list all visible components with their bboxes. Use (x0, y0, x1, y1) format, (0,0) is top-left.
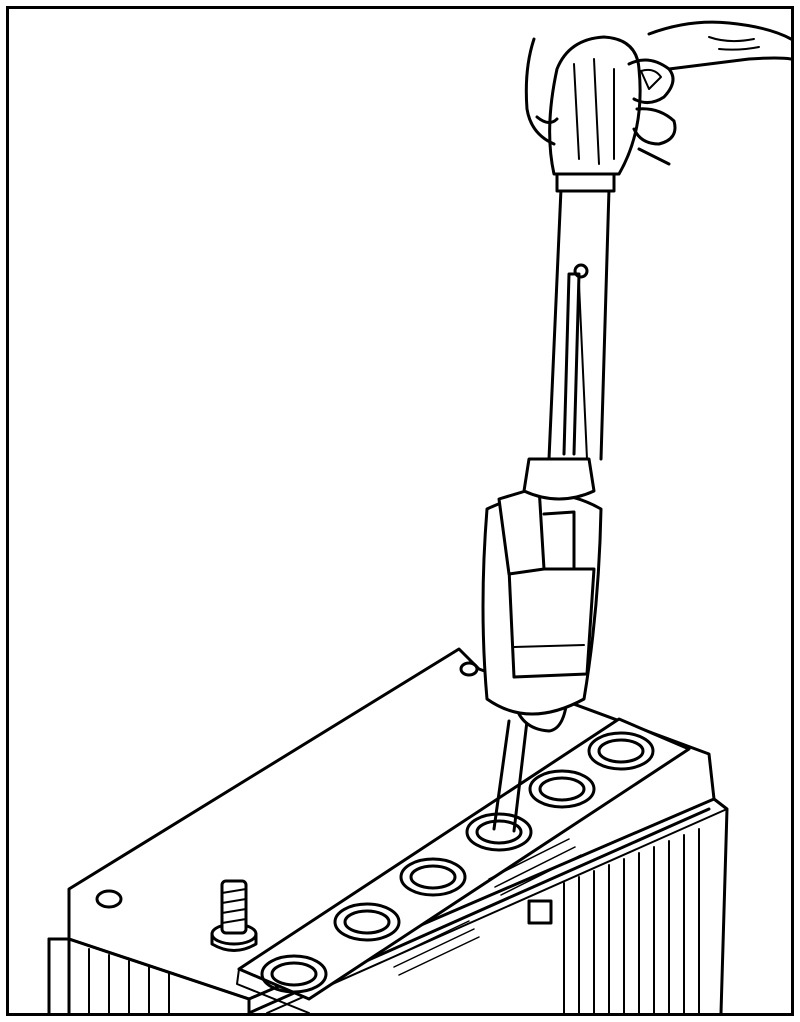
illustration-frame (6, 6, 794, 1016)
battery-icon (47, 647, 729, 1013)
hand-icon (524, 20, 791, 176)
rivet-icon (95, 889, 123, 909)
hydrometer-icon (481, 172, 616, 833)
line-drawing (47, 20, 791, 1013)
terminal-post-icon (210, 879, 258, 952)
rivet-icon (459, 661, 479, 677)
cell-opening-icon (260, 731, 655, 994)
vent-icon (527, 899, 553, 925)
battery-ribs (563, 828, 700, 1013)
